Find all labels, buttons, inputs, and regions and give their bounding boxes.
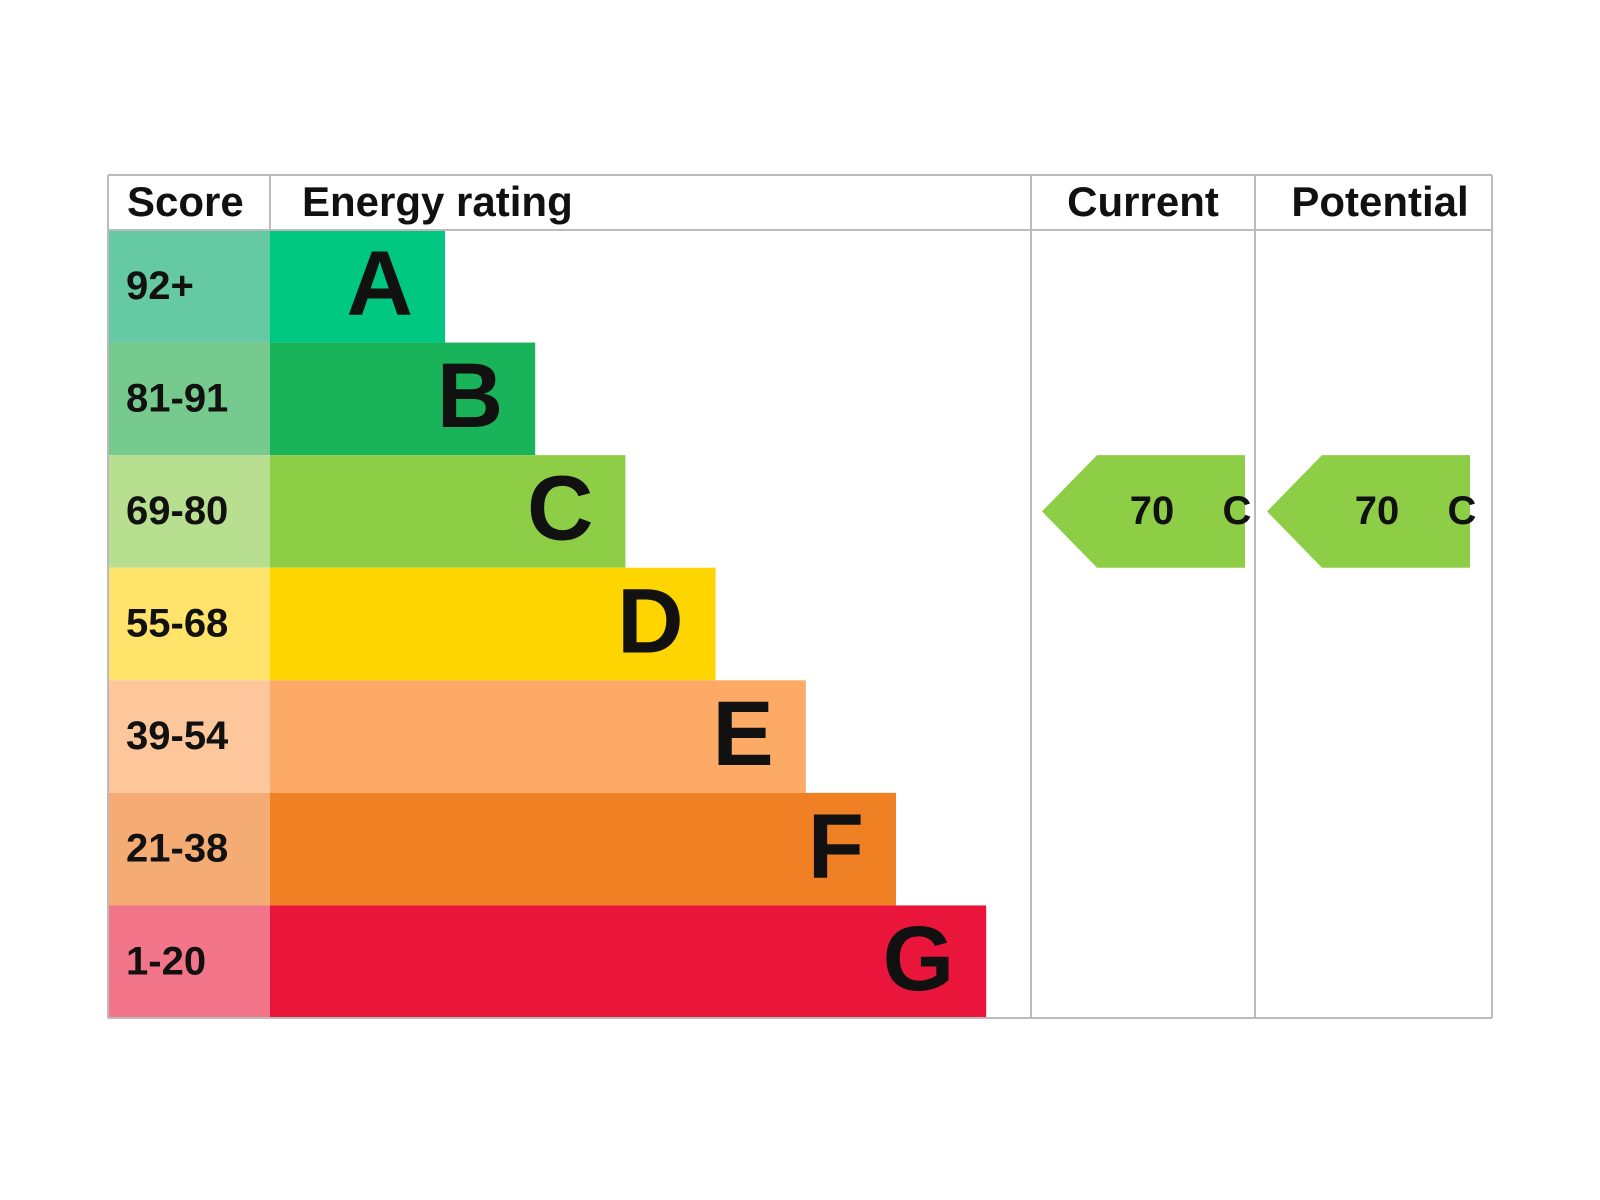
header-score: Score [127, 178, 244, 225]
potential-arrow [1267, 455, 1470, 568]
rating-bar [270, 567, 716, 681]
rating-bar [270, 905, 987, 1018]
score-label: 39-54 [126, 714, 229, 758]
rating-letter: E [712, 683, 773, 785]
rating-letter: F [808, 795, 864, 897]
score-cell [108, 792, 270, 906]
current-letter: C [1223, 489, 1252, 533]
potential-letter: C [1448, 489, 1477, 533]
rating-bar [270, 342, 536, 456]
score-label: 1-20 [126, 939, 206, 983]
rating-letter: A [347, 233, 413, 335]
potential-score: 70 [1355, 489, 1400, 533]
header-potential: Potential [1291, 178, 1468, 225]
rating-bar [270, 455, 626, 568]
rating-letter: C [527, 458, 593, 560]
score-cell [108, 230, 270, 343]
rating-bar [270, 680, 806, 793]
score-label: 21-38 [126, 827, 228, 871]
score-label: 81-91 [126, 376, 228, 420]
rating-letter: D [617, 570, 683, 672]
header-current: Current [1067, 178, 1219, 225]
rating-letter: G [883, 908, 955, 1010]
current-score: 70 [1130, 489, 1175, 533]
score-cell [108, 905, 270, 1018]
score-cell [108, 567, 270, 681]
current-arrow [1042, 455, 1245, 568]
score-cell [108, 342, 270, 456]
score-label: 69-80 [126, 489, 228, 533]
score-label: 92+ [126, 264, 194, 308]
rating-letter: B [437, 345, 503, 447]
header-rating: Energy rating [302, 178, 573, 225]
rating-bar [270, 792, 896, 906]
rating-bar [270, 230, 445, 343]
score-cell [108, 680, 270, 793]
score-cell [108, 455, 270, 568]
score-label: 55-68 [126, 602, 228, 646]
